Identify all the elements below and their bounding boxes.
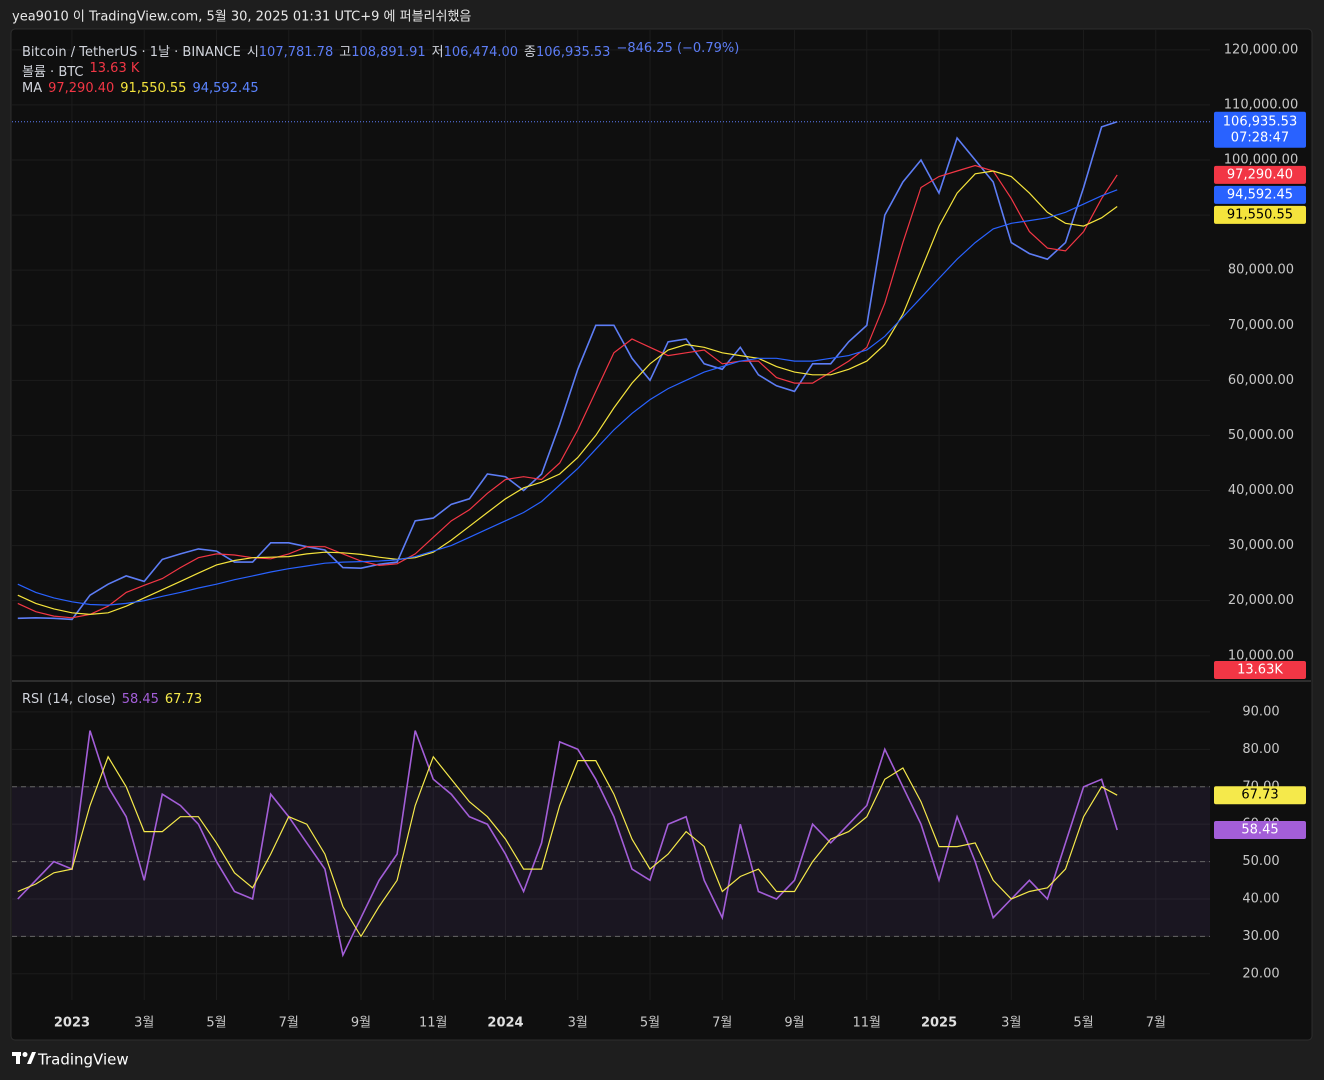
ma-badge <box>1214 165 1306 184</box>
ohlc-item: 시107,781.78 <box>247 41 333 60</box>
ma-value: 97,290.40 <box>48 81 115 96</box>
series-line <box>17 164 1118 619</box>
ma-badge <box>1214 185 1306 204</box>
ma-value: 91,550.55 <box>120 81 187 96</box>
x-tick-label: 7월 <box>1146 1016 1166 1031</box>
y-tick-label: 20.00 <box>1242 966 1279 981</box>
x-tick-label: 3월 <box>1001 1016 1021 1031</box>
x-tick-label: 5월 <box>1073 1016 1093 1031</box>
x-tick-label: 11월 <box>853 1016 882 1031</box>
volume-badge <box>1214 661 1306 679</box>
y-tick-label: 10,000.00 <box>1228 648 1294 663</box>
y-tick-label: 60,000.00 <box>1228 373 1294 388</box>
series-line <box>17 121 1118 621</box>
y-tick-label: 80.00 <box>1242 742 1279 757</box>
ohlc-value: 106,935.53 <box>536 45 611 60</box>
series-line <box>17 189 1118 606</box>
rsi-ma-value: 67.73 <box>164 692 203 707</box>
y-tick-label: 40.00 <box>1242 891 1279 906</box>
ohlc-label: 시 <box>246 45 259 60</box>
ohlc-item: 고108,891.91 <box>339 41 425 60</box>
ohlc-label: 종 <box>524 45 536 60</box>
y-tick-label: 120,000.00 <box>1224 42 1298 57</box>
y-tick-label: 20,000.00 <box>1228 593 1294 608</box>
x-tick-label: 5월 <box>206 1016 226 1031</box>
y-tick-label: 30,000.00 <box>1228 538 1294 553</box>
ohlc-label: 고 <box>339 45 352 60</box>
x-tick-label: 2025 <box>921 1016 957 1031</box>
y-tick-label: 70,000.00 <box>1228 318 1294 333</box>
plot-layer: 10,000.00 20,000.00 30,000.00 40,000.00 50,0… <box>12 30 1306 1031</box>
ohlc-value: 108,891.91 <box>351 45 426 60</box>
ohlc: 시107,781.78 고108,891.91 저106,474.00 종106,93… <box>247 41 611 60</box>
y-tick-label: 90.00 <box>1242 704 1279 719</box>
rsi-badge <box>1214 786 1306 805</box>
rsi-title: RSI (14, close) <box>22 692 116 707</box>
rsi-value: 58.45 <box>121 692 159 707</box>
x-tick-label: 3월 <box>134 1016 154 1031</box>
y-tick-label: 50.00 <box>1242 854 1279 869</box>
x-tick-label: 11월 <box>419 1016 448 1031</box>
y-tick-label: 40,000.00 <box>1228 483 1294 498</box>
y-tick-label: 110,000.00 <box>1224 97 1298 112</box>
close-badge <box>1214 111 1306 148</box>
volume-label: 볼륨 · BTC <box>22 65 84 80</box>
series-line <box>17 730 1118 958</box>
symbol-legend: Bitcoin / TetherUS · 1날 · BINANCE 시107,7… <box>22 41 739 60</box>
x-tick-label: 5월 <box>640 1016 660 1031</box>
ma-label: MA <box>22 81 43 96</box>
ma-badge-label: 97,290.40 <box>1227 167 1293 182</box>
y-tick-label: 80,000.00 <box>1228 263 1294 278</box>
x-tick-label: 9월 <box>784 1016 804 1031</box>
rsi-legend: RSI (14, close) 58.45 67.73 <box>22 692 202 707</box>
volume-badge-label: 13.63K <box>1237 663 1283 678</box>
y-tick-label: 50,000.00 <box>1228 428 1294 443</box>
ohlc-item: 저106,474.00 <box>432 41 518 60</box>
series-line <box>17 755 1118 938</box>
ma-legend: MA 97,290.40 91,550.55 94,592.45 <box>22 81 259 96</box>
close-badge-label: 07:28:47 <box>1231 130 1289 145</box>
volume-legend: 볼륨 · BTC 13.63 K <box>22 61 139 80</box>
brand-name: TradingView <box>37 1051 129 1069</box>
y-tick-label: 100,000.00 <box>1224 153 1298 168</box>
ohlc-item: 종106,935.53 <box>524 41 610 60</box>
rsi-badge <box>1214 820 1306 839</box>
symbol: Bitcoin / TetherUS · 1날 · BINANCE <box>22 45 241 60</box>
x-tick-label: 7월 <box>712 1016 732 1031</box>
change: −846.25 (−0.79%) <box>616 41 740 56</box>
ma-badge <box>1214 205 1306 224</box>
x-tick-label: 9월 <box>351 1016 371 1031</box>
x-tick-label: 7월 <box>279 1016 299 1031</box>
ohlc-value: 106,474.00 <box>443 45 519 60</box>
brand-logo <box>12 1052 36 1064</box>
series-line <box>17 170 1118 616</box>
ma-badge-label: 91,550.55 <box>1227 207 1293 222</box>
ma-badge-label: 94,592.45 <box>1227 187 1293 202</box>
publish-info: yea9010 이 TradingView.com, 5월 30, 2025 0… <box>12 9 471 25</box>
rsi-badge-label: 67.73 <box>1241 788 1278 803</box>
close-badge-label: 106,935.53 <box>1223 114 1297 129</box>
x-tick-label: 2024 <box>487 1016 523 1031</box>
volume-value: 13.63 K <box>89 61 140 76</box>
x-tick-label: 2023 <box>54 1016 90 1031</box>
x-tick-label: 3월 <box>568 1016 588 1031</box>
ohlc-label: 저 <box>431 45 444 60</box>
ma-value: 94,592.45 <box>192 81 259 96</box>
ohlc-value: 107,781.78 <box>258 45 334 60</box>
rsi-badge-label: 58.45 <box>1241 822 1278 837</box>
y-tick-label: 30.00 <box>1242 929 1279 944</box>
